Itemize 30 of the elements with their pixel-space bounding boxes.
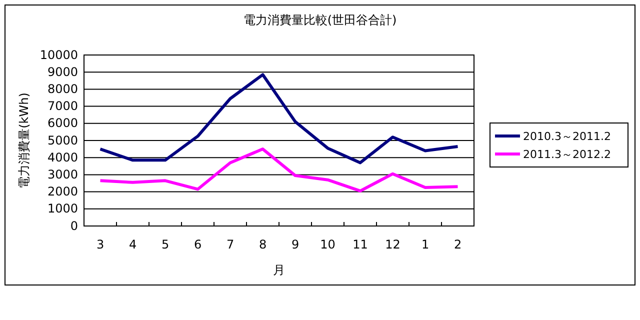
x-tick-label: 7 [226,238,234,252]
x-tick-label: 3 [96,238,104,252]
x-tick-label: 11 [352,238,368,252]
x-tick-label: 9 [291,238,300,252]
y-tick-label: 9000 [47,64,78,79]
x-tick-label: 5 [161,238,170,252]
y-tick-label: 3000 [47,168,78,182]
x-tick-label: 4 [128,238,137,252]
y-tick-label: 0 [70,218,78,233]
x-axis-title: 月 [273,263,285,277]
x-tick-label: 10 [320,238,336,252]
y-tick-label: 10000 [40,48,78,62]
line-series [98,148,460,192]
y-tick-label: 1000 [47,202,78,216]
y-tick-label: 2000 [47,184,78,199]
y-tick-label: 4000 [47,150,78,164]
y-tick-label: 5000 [47,133,78,148]
x-tick-label: 12 [385,238,400,252]
y-tick-label: 7000 [47,99,78,114]
x-tick-label: 6 [194,238,202,252]
x-tick-label: 1 [421,238,430,252]
line-series [98,73,460,164]
y-tick-label: 6000 [47,116,78,130]
y-axis-title: 電力消費量(kWh) [17,92,31,188]
x-tick-label: 8 [258,238,267,252]
x-tick-label: 2 [454,238,462,252]
chart-title: 電力消費量比較(世田谷合計) [243,13,397,27]
y-tick-label: 8000 [47,82,78,96]
legend-label: 2011.3～2012.2 [523,148,611,161]
legend-label: 2010.3～2011.2 [523,130,611,143]
